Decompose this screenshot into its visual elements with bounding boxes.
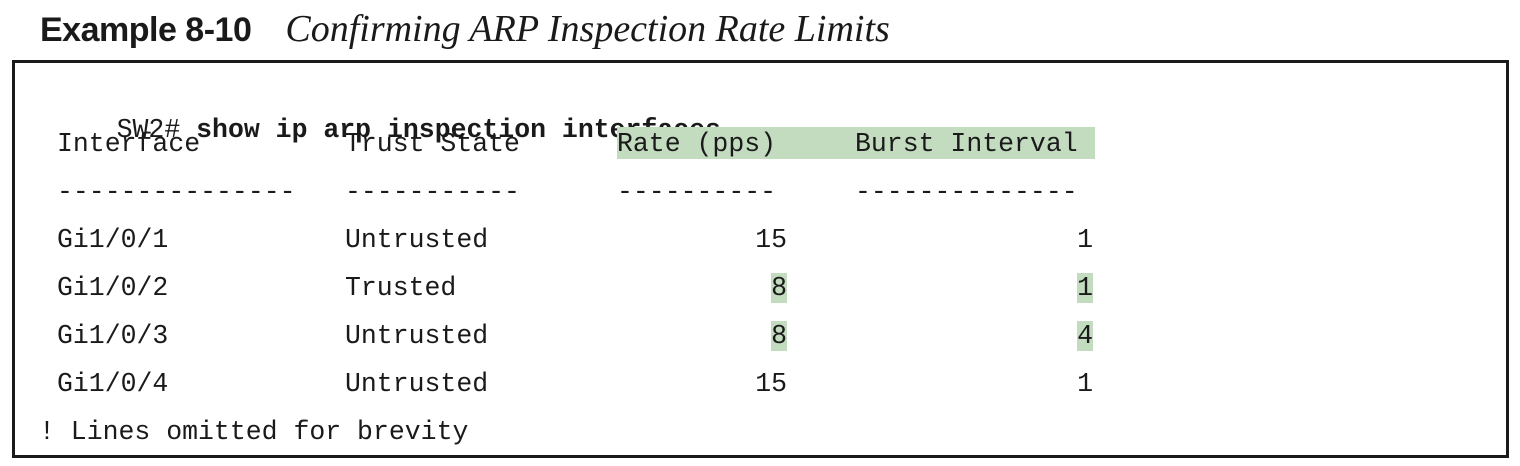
- header-interface: Interface: [57, 129, 201, 159]
- example-caption: Example 8-10 Confirming ARP Inspection Ra…: [40, 6, 890, 52]
- cli-prompt: SW2#: [116, 115, 181, 145]
- header-highlight: [617, 127, 1095, 159]
- row-3-burst: 4: [1077, 321, 1093, 351]
- row-2-trust-state: Trusted: [345, 273, 457, 303]
- row-3-rate-cell: 8: [617, 319, 787, 353]
- row-2-interface: Gi1/0/2: [57, 273, 169, 303]
- row-4-interface: Gi1/0/4: [57, 369, 169, 399]
- dash-rate: ----------: [617, 177, 777, 207]
- row-1-rate: 15: [755, 225, 787, 255]
- row-1-burst: 1: [1077, 225, 1093, 255]
- row-4-rate: 15: [755, 369, 787, 399]
- row-3-interface: Gi1/0/3: [57, 321, 169, 351]
- example-number: Example 8-10: [40, 11, 252, 49]
- cli-output-box: SW2# show ip arp inspection interfaces I…: [12, 60, 1509, 458]
- command-line: SW2# show ip arp inspection interfaces: [53, 79, 721, 145]
- example-title: Confirming ARP Inspection Rate Limits: [285, 8, 890, 50]
- row-3-trust-state: Untrusted: [345, 321, 489, 351]
- header-rate: Rate (pps): [617, 129, 777, 159]
- dash-interface: ---------------: [57, 177, 296, 207]
- header-trust-state: Trust State: [345, 129, 520, 159]
- row-2-burst-cell: 1: [855, 271, 1093, 305]
- row-4-trust-state: Untrusted: [345, 369, 489, 399]
- row-3-rate: 8: [771, 321, 787, 351]
- row-4-burst: 1: [1077, 369, 1093, 399]
- row-1-trust-state: Untrusted: [345, 225, 489, 255]
- dash-burst-interval: --------------: [855, 177, 1078, 207]
- row-3-burst-cell: 4: [855, 319, 1093, 353]
- footer-comment: ! Lines omitted for brevity: [39, 417, 469, 447]
- header-burst-interval: Burst Interval: [855, 129, 1078, 159]
- dash-trust-state: -----------: [345, 177, 520, 207]
- row-2-rate: 8: [771, 273, 787, 303]
- row-1-interface: Gi1/0/1: [57, 225, 169, 255]
- row-2-burst: 1: [1077, 273, 1093, 303]
- row-2-rate-cell: 8: [617, 271, 787, 305]
